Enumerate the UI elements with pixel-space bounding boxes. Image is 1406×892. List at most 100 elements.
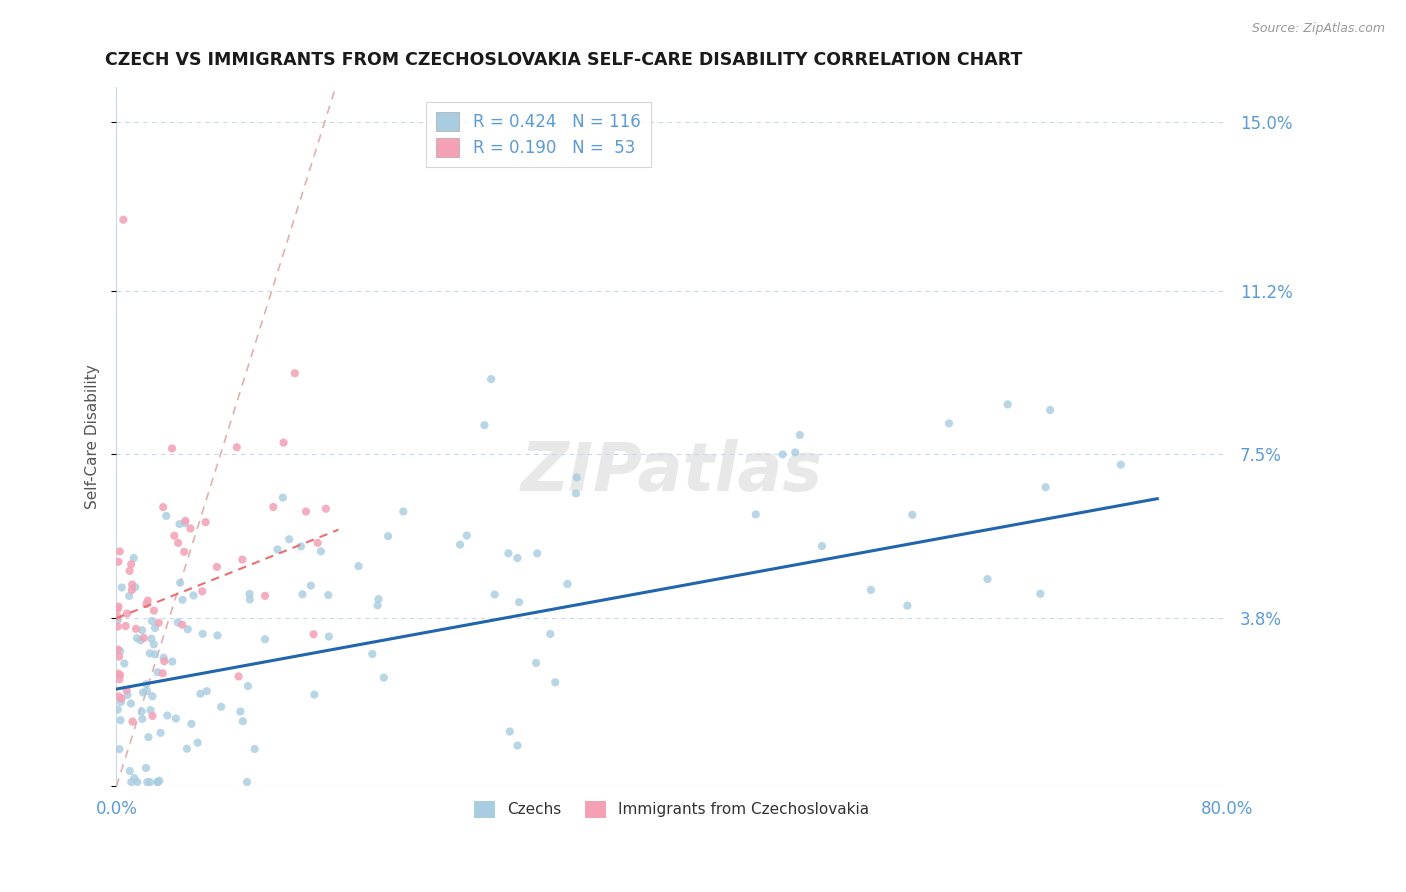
Point xyxy=(479,372,502,386)
Point xyxy=(124,580,146,594)
Point xyxy=(309,544,332,558)
Point xyxy=(377,529,399,543)
Point xyxy=(745,508,768,522)
Point xyxy=(167,536,190,550)
Point xyxy=(177,622,200,636)
Point xyxy=(262,500,284,514)
Point xyxy=(997,397,1019,411)
Point xyxy=(110,695,132,709)
Point xyxy=(304,688,326,702)
Point xyxy=(367,592,389,607)
Point xyxy=(107,642,129,657)
Point xyxy=(146,775,169,789)
Point xyxy=(187,736,209,750)
Point xyxy=(127,775,149,789)
Point xyxy=(138,730,160,744)
Point xyxy=(118,589,141,603)
Point xyxy=(938,417,960,431)
Point xyxy=(117,688,139,702)
Point xyxy=(112,212,135,227)
Point xyxy=(361,647,384,661)
Point xyxy=(538,627,561,641)
Point xyxy=(772,447,794,461)
Point xyxy=(152,500,174,514)
Point xyxy=(278,533,301,547)
Point xyxy=(141,690,163,704)
Point xyxy=(110,713,132,727)
Point xyxy=(131,712,153,726)
Point xyxy=(976,572,998,586)
Point xyxy=(120,697,142,711)
Point xyxy=(108,649,131,664)
Point xyxy=(896,599,918,613)
Point xyxy=(236,679,259,693)
Point xyxy=(209,699,232,714)
Point xyxy=(132,631,155,645)
Point xyxy=(789,428,811,442)
Point xyxy=(526,546,548,560)
Point xyxy=(152,666,174,681)
Point xyxy=(107,555,129,569)
Point xyxy=(901,508,924,522)
Point xyxy=(135,677,157,691)
Point xyxy=(142,637,165,651)
Point xyxy=(859,582,882,597)
Point xyxy=(544,675,567,690)
Point xyxy=(195,684,218,698)
Point xyxy=(499,724,522,739)
Text: ZIPatlas: ZIPatlas xyxy=(520,439,823,505)
Point xyxy=(120,558,142,572)
Point xyxy=(107,666,129,681)
Point xyxy=(139,703,162,717)
Point xyxy=(232,714,254,728)
Point xyxy=(135,597,157,611)
Point xyxy=(191,584,214,599)
Point xyxy=(141,632,163,646)
Point xyxy=(315,501,337,516)
Point xyxy=(136,593,159,607)
Point xyxy=(172,592,194,607)
Point xyxy=(190,687,212,701)
Point xyxy=(111,581,134,595)
Point xyxy=(174,514,197,528)
Point xyxy=(118,764,141,778)
Point xyxy=(565,486,588,500)
Point xyxy=(107,602,129,616)
Point xyxy=(146,665,169,680)
Point xyxy=(174,516,197,530)
Point xyxy=(506,739,529,753)
Point xyxy=(108,742,131,756)
Point xyxy=(139,775,162,789)
Point xyxy=(107,690,129,704)
Point xyxy=(273,435,295,450)
Point xyxy=(153,654,176,668)
Point xyxy=(299,578,322,592)
Point xyxy=(1109,458,1132,472)
Point xyxy=(191,627,214,641)
Point xyxy=(107,613,129,627)
Point xyxy=(347,559,370,574)
Point xyxy=(318,630,340,644)
Point xyxy=(565,470,588,484)
Point xyxy=(183,589,205,603)
Point xyxy=(508,595,530,609)
Point xyxy=(316,588,339,602)
Point xyxy=(135,761,157,775)
Point xyxy=(253,632,276,647)
Point xyxy=(176,741,198,756)
Point xyxy=(166,615,188,630)
Point xyxy=(118,564,141,578)
Point xyxy=(125,622,148,636)
Point xyxy=(194,515,217,529)
Point xyxy=(148,615,170,630)
Point xyxy=(112,657,135,671)
Point xyxy=(173,545,195,559)
Point xyxy=(207,628,229,642)
Text: Source: ZipAtlas.com: Source: ZipAtlas.com xyxy=(1251,22,1385,36)
Point xyxy=(239,592,262,607)
Point xyxy=(236,775,259,789)
Point xyxy=(165,712,187,726)
Point xyxy=(152,650,174,665)
Point xyxy=(115,683,138,698)
Point xyxy=(141,614,163,628)
